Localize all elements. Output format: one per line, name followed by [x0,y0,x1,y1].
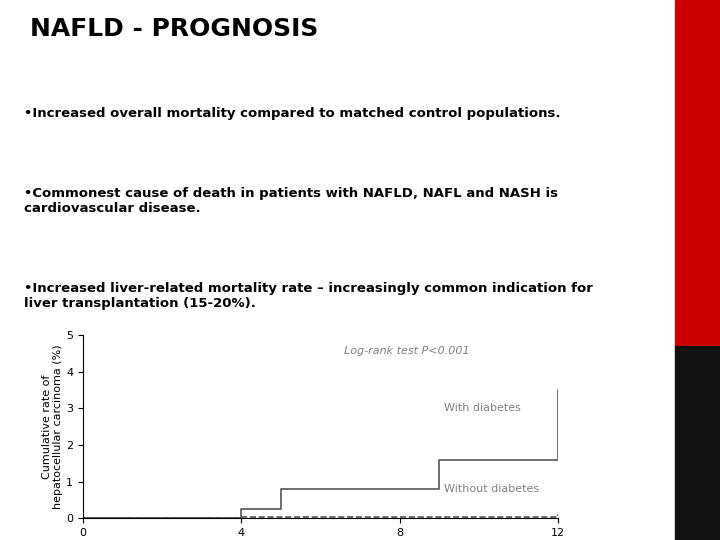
Text: With diabetes: With diabetes [444,403,521,413]
Text: NAFLD - PROGNOSIS: NAFLD - PROGNOSIS [30,17,319,40]
Y-axis label: Cumulative rate of
hepatocellular carcinoma (%): Cumulative rate of hepatocellular carcin… [42,345,63,509]
Text: •Increased overall mortality compared to matched control populations.: •Increased overall mortality compared to… [24,107,560,120]
Text: •Increased liver-related mortality rate – increasingly common indication for
liv: •Increased liver-related mortality rate … [24,282,593,310]
Text: •Commonest cause of death in patients with NAFLD, NAFL and NASH is
cardiovascula: •Commonest cause of death in patients wi… [24,187,557,215]
Text: Log-rank test P<0.001: Log-rank test P<0.001 [344,346,469,356]
Text: Without diabetes: Without diabetes [444,484,539,494]
